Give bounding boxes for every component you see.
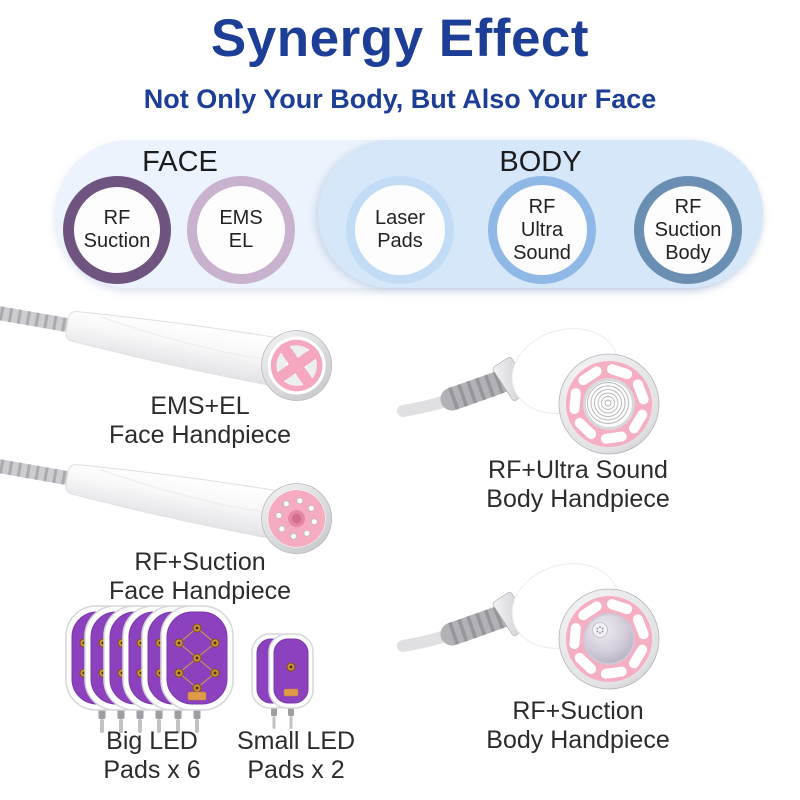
rf-suction-head-face [268,490,326,548]
caption-small-led-pads: Small LED Pads x 2 [236,727,356,784]
head-slots [569,599,649,679]
page-subtitle: Not Only Your Body, But Also Your Face [143,84,657,114]
caption-ems-el-face-handpiece: EMS+EL Face Handpiece [108,392,292,449]
feature-label-rf-suction: RF Suction [83,207,151,252]
led-pad [65,605,234,711]
caption-rf-suction-body-handpiece: RF+Suction Body Handpiece [486,697,670,754]
caption-rf-suction-face-handpiece: RF+Suction Face Handpiece [108,548,292,605]
feature-circle-rf-ultra-sound: RF Ultra Sound [488,176,596,284]
body-heading: BODY [499,146,582,178]
face-handpiece [0,453,333,554]
big-led-pads-image [65,605,234,733]
caption-rf-ultra-sound-body-handpiece: RF+Ultra Sound Body Handpiece [486,456,670,513]
face-heading: FACE [142,146,218,178]
rf-suction-body-handpiece-image [397,563,660,690]
face-handpiece [0,300,333,401]
feature-circle-rf-suction: RF Suction [63,176,171,284]
body-handpiece [397,328,660,455]
rf-suction-face-handpiece-image [0,453,333,554]
caption-big-led-pads: Big LED Pads x 6 [103,727,201,784]
ems-el-face-handpiece-image [0,300,333,401]
small-led-pad [268,633,314,709]
feature-label-rf-ultra-sound: RF Ultra Sound [513,195,571,264]
rf-ultra-sound-body-handpiece-image [397,328,660,455]
feature-label-ems-el: EMS EL [219,207,263,252]
ultrasound-plate [587,382,629,424]
feature-circle-ems-el: EMS EL [187,176,295,284]
page-title: Synergy Effect [210,9,590,68]
body-handpiece [397,563,660,690]
suction-cavity [585,615,633,663]
small-led-pads-image [251,633,314,729]
feature-label-laser-pads: Laser Pads [374,207,426,252]
big-led-pad [160,605,234,711]
ems-el-head-face [270,339,323,392]
feature-circle-laser-pads: Laser Pads [346,176,454,284]
led-pad [251,633,314,709]
feature-circle-rf-suction-body: RF Suction Body [634,176,742,284]
suction-hole-dots [596,626,604,634]
feature-label-rf-suction-body: RF Suction Body [654,195,722,264]
head-slots [569,364,649,444]
